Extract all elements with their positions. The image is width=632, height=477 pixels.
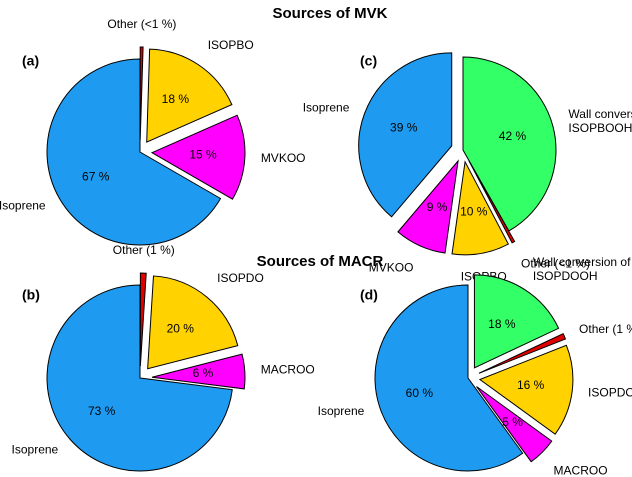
pie-slice [139,46,144,141]
pie-slice [468,160,516,244]
value-label: 16 % [517,378,545,392]
slice-label: Wall conversion of ISOPDOOH [533,255,631,283]
slice-label: Other (<1 %) [107,17,176,31]
panel-label: (b) [22,287,40,303]
slice-label: Other (1 %) [113,243,175,257]
slice-label: MACROO [554,464,608,477]
value-label: 42 % [499,129,527,143]
pie-slice [478,332,567,374]
value-label: 6 % [193,366,214,380]
value-label: 67 % [82,170,110,184]
panel-label: (a) [22,53,39,69]
heading: Sources of MVK [272,5,387,22]
slice-label: Other (1 %) [579,322,632,336]
pie-slice [139,272,147,367]
value-label: 73 % [88,404,116,418]
pie-slice [146,48,233,143]
slice-label: Wall conversion ofISOPBOOH [568,107,632,135]
panel-label: (c) [360,53,377,69]
slice-label: Isoprene [0,199,46,213]
pie-slice [46,58,222,246]
slice-label: MVKOO [261,151,306,165]
pie-slice [451,160,510,256]
pie-slice [397,159,459,254]
pie-slice [476,386,553,463]
value-label: 10 % [460,204,488,218]
slice-label: ISOPBO [208,38,254,52]
slice-label: Isoprene [303,100,350,114]
slice-label: ISOPDO [217,271,264,285]
value-label: 18 % [488,317,516,331]
pie-slice [478,344,574,435]
pie-slice [151,353,246,390]
pie-slice [358,52,453,218]
slice-label: ISOPDO [588,385,632,399]
value-label: 9 % [427,200,448,214]
value-label: 60 % [406,386,434,400]
value-label: 5 % [502,415,523,429]
slice-label: Other (<1 %) [521,256,590,270]
pie-slice [147,275,239,370]
slice-label: Isoprene [12,442,59,456]
pie-slice [462,56,557,232]
panel-label: (d) [360,287,378,303]
slice-label: MVKOO [369,261,414,275]
slice-label: Isoprene [318,404,365,418]
pie-slice [374,284,524,472]
slice-label: MACROO [261,363,315,377]
pie-slice [473,274,560,369]
pie-slice [150,114,246,200]
value-label: 20 % [167,322,195,336]
value-label: 18 % [162,92,190,106]
value-label: 15 % [189,148,217,162]
heading: Sources of MACR [257,253,384,270]
pie-slice [46,284,233,472]
value-label: 39 % [390,120,418,134]
